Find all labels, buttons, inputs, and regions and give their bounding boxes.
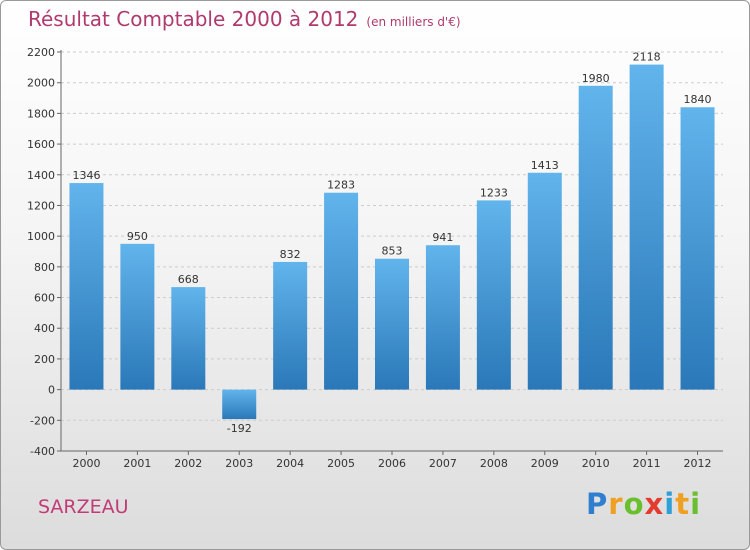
x-tick-label: 2001: [123, 457, 151, 470]
value-label: -192: [227, 422, 252, 435]
axes: -400 -200 0 200 400 600 800 1000 1200 1400 1600 180…: [27, 46, 723, 458]
y-tick-label: 1400: [27, 169, 55, 182]
value-label: 1283: [327, 179, 355, 192]
logo-letter: i: [690, 487, 702, 521]
bar-2007: [425, 245, 460, 390]
x-tick-label: 2005: [327, 457, 355, 470]
y-tick-label: 1000: [27, 230, 55, 243]
x-tick-label: 2000: [72, 457, 100, 470]
y-tick-label: 1600: [27, 138, 55, 151]
y-tick-label: 1200: [27, 199, 55, 212]
y-tick-label: 2200: [27, 46, 55, 59]
x-tick-label: 2003: [225, 457, 253, 470]
y-tick-label: 2000: [27, 77, 55, 90]
x-tick-label: 2008: [480, 457, 508, 470]
bar-2002: [171, 287, 206, 390]
logo-letter: P: [586, 487, 609, 521]
x-tick-label: 2004: [276, 457, 304, 470]
x-tick-label: 2011: [633, 457, 661, 470]
bar-2006: [375, 258, 409, 390]
chart-title: Résultat Comptable 2000 à 2012 (en millie…: [28, 7, 461, 31]
y-tick-label: 0: [48, 384, 55, 397]
logo-letter: t: [675, 487, 691, 521]
value-label: 853: [382, 245, 403, 258]
x-tick-label: 2006: [378, 457, 406, 470]
value-label: 950: [127, 230, 148, 243]
x-tick-label: 2012: [684, 457, 712, 470]
x-tick-label: 2002: [174, 457, 202, 470]
bars: [69, 64, 715, 420]
logo-letter: o: [623, 487, 645, 521]
y-tick-label: -200: [30, 414, 55, 427]
bar-2008: [476, 200, 511, 390]
bar-2012: [680, 107, 715, 390]
bar-2004: [273, 261, 308, 390]
logo-letter: x: [644, 487, 665, 521]
y-tick-label: 200: [34, 353, 55, 366]
y-tick-label: 800: [34, 261, 55, 274]
x-tick-label: 2009: [531, 457, 559, 470]
bar-2005: [324, 192, 359, 390]
bar-2009: [527, 172, 562, 390]
bar-2011: [629, 64, 664, 390]
value-label: 1840: [684, 93, 712, 106]
value-label: 1413: [531, 159, 559, 172]
y-tick-label: 400: [34, 322, 55, 335]
logo-letter: i: [664, 487, 676, 521]
proxiti-logo[interactable]: Proxiti: [586, 487, 701, 521]
bar-2000: [69, 183, 104, 390]
chart-subtitle: (en milliers d'€): [366, 15, 461, 29]
labels: 1346 2000 950 2001 668 2002 -192 2003 832 2004 128…: [72, 51, 711, 470]
value-label: 941: [432, 231, 453, 244]
value-label: 832: [280, 248, 301, 261]
y-tick-label: 600: [34, 292, 55, 305]
logo-letter: r: [608, 487, 624, 521]
value-label: 668: [178, 273, 199, 286]
y-tick-label: -400: [30, 445, 55, 458]
value-label: 1233: [480, 186, 508, 199]
x-tick-label: 2010: [582, 457, 610, 470]
value-label: 2118: [633, 51, 661, 64]
bar-2001: [120, 243, 155, 390]
location-name: SARZEAU: [38, 496, 129, 518]
x-tick-label: 2007: [429, 457, 457, 470]
title-text: Résultat Comptable 2000 à 2012: [28, 7, 359, 31]
bar-2010: [578, 85, 613, 390]
bar-2003: [222, 389, 257, 420]
y-tick-label: 1800: [27, 107, 55, 120]
value-label: 1980: [582, 72, 610, 85]
value-label: 1346: [72, 169, 100, 182]
